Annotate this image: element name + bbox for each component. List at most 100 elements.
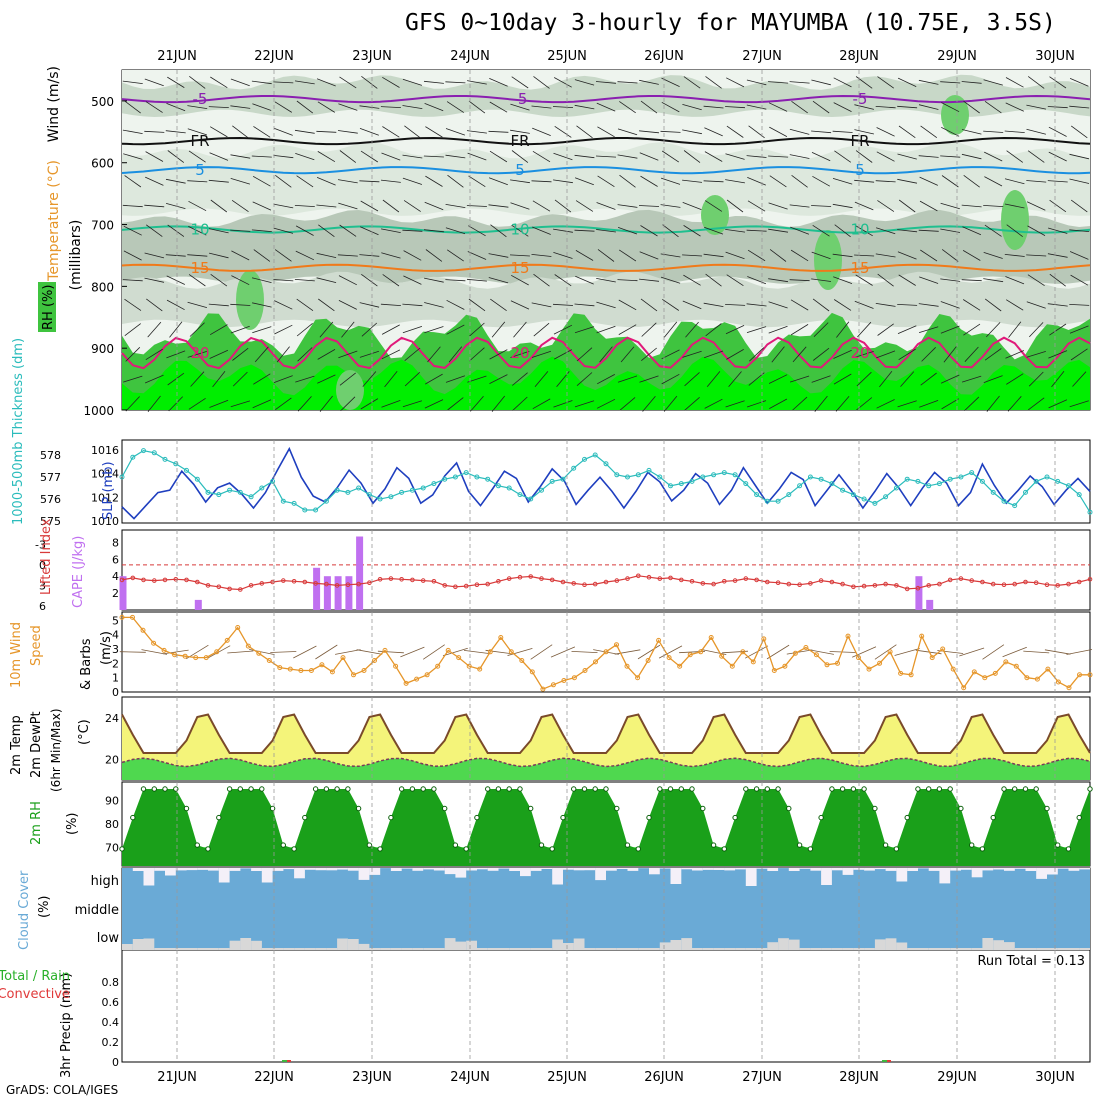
wind10-point	[1034, 676, 1040, 682]
cloud-high-gap	[606, 868, 617, 871]
lifted-index-point	[732, 578, 738, 583]
precip-bar-total	[882, 1060, 887, 1062]
wind-barb	[488, 277, 509, 284]
wind10-point	[666, 655, 672, 661]
wind-barb	[337, 179, 358, 184]
lifted-index-point	[679, 577, 684, 583]
wind-barb	[897, 325, 917, 334]
wind-barb	[875, 227, 896, 235]
wind-barb	[898, 125, 916, 139]
wind10-barb	[1002, 646, 1027, 658]
thickness-point	[1012, 503, 1018, 509]
wind10-point	[477, 666, 483, 672]
wind-barb	[446, 324, 465, 335]
panel-frame	[121, 949, 1091, 1063]
wind-barb	[725, 400, 745, 408]
wind-barb	[962, 226, 982, 236]
rh2m-point	[1033, 786, 1039, 792]
wind-barb	[574, 154, 595, 159]
wind-barb	[1026, 201, 1046, 211]
rh2m-point	[947, 786, 953, 792]
wind-barb	[617, 81, 638, 84]
date-label-top: 24JUN	[450, 49, 490, 64]
rh2m-point	[936, 786, 943, 792]
thickness-tick: 577	[40, 471, 61, 484]
rh2m-point	[721, 846, 727, 852]
wind-barb	[510, 202, 530, 210]
rh2m-point	[463, 846, 469, 852]
cloud-high-gap	[423, 868, 434, 870]
lifted-index-point	[689, 579, 695, 584]
thickness-point	[700, 474, 706, 480]
wind10-point	[498, 635, 504, 640]
lifted-index-point	[238, 587, 243, 592]
wind-barb	[403, 250, 422, 261]
isotherm-label: -5	[513, 90, 528, 108]
wind-barb	[338, 275, 357, 286]
thickness-point	[227, 487, 233, 493]
wind10-point	[982, 675, 988, 681]
cloud-low-gap	[584, 948, 596, 950]
wind-barb	[746, 79, 767, 86]
wind-barb	[1070, 199, 1088, 213]
cape-tick: 2	[112, 587, 119, 600]
wind-barb	[833, 299, 852, 311]
wind-barb	[964, 396, 980, 411]
cape-bar	[356, 536, 364, 610]
wind-barb	[317, 349, 336, 360]
slp-tick: 1010	[91, 515, 119, 528]
rh2m-point	[850, 786, 857, 792]
wind-barb	[489, 374, 508, 384]
wind-barb	[427, 346, 441, 363]
lifted-index-point	[162, 577, 168, 583]
wind-barb	[813, 322, 829, 337]
wind10-point	[719, 653, 725, 659]
lifted-index-point	[313, 581, 318, 586]
wind-barb	[381, 324, 400, 335]
wind-barb	[983, 252, 1003, 259]
wind-barb	[1048, 399, 1068, 409]
wind-barb	[510, 300, 530, 310]
cloud-high-gap	[864, 868, 875, 871]
wind-barb	[662, 224, 679, 238]
wind-barb	[359, 350, 380, 358]
slp-tick: 1012	[91, 491, 119, 504]
cloud-low-gap	[154, 948, 166, 950]
cloud-high-gap	[971, 868, 983, 878]
wind-barb	[900, 371, 915, 387]
rh-cell	[701, 195, 729, 235]
wind-barb	[360, 150, 379, 163]
lifted-index-point	[420, 578, 426, 583]
rh2m-point	[710, 842, 717, 848]
isotherm-label: FR	[850, 132, 869, 150]
lifted-index-point	[195, 579, 200, 585]
wind-barb	[447, 397, 464, 411]
wind-barb	[124, 175, 142, 188]
cape-axis-label: CAPE (J/kg)	[71, 536, 86, 608]
wind-barb	[897, 105, 918, 109]
wind-barb	[619, 174, 636, 188]
thickness-point	[614, 472, 620, 478]
wind-barb	[660, 177, 681, 185]
thickness-point	[366, 492, 372, 498]
thickness-point	[270, 478, 276, 484]
wind-barb	[230, 303, 251, 306]
wind-barb	[746, 326, 767, 333]
wind10-point	[308, 668, 314, 673]
thickness-point	[399, 489, 405, 495]
wind-barb	[210, 76, 228, 89]
thickness-point	[1087, 509, 1093, 515]
wind10-point	[203, 655, 209, 661]
thickness-point	[1044, 474, 1050, 480]
lifted-index-point	[334, 583, 340, 588]
wind-barb	[124, 100, 141, 114]
lifted-index-point	[216, 584, 222, 590]
thickness-point	[657, 474, 663, 480]
wind-barb	[360, 398, 379, 410]
rh2m-point	[1065, 846, 1072, 852]
wind-barb	[124, 298, 142, 311]
wind-barb	[147, 321, 162, 338]
rh2m-point	[194, 842, 201, 848]
wind-barb	[877, 273, 894, 287]
lifted-index-point	[990, 581, 996, 587]
